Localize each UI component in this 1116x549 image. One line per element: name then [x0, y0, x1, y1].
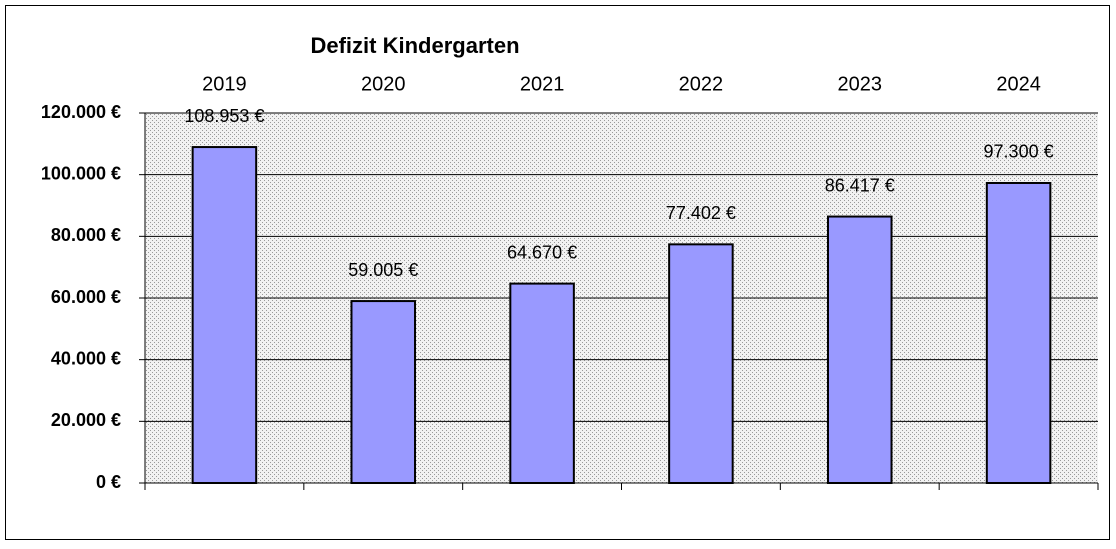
y-tick-label: 60.000 €	[51, 287, 121, 307]
bar	[350, 300, 417, 484]
x-tick-label: 2022	[679, 73, 724, 95]
bar	[668, 243, 734, 484]
data-label: 97.300 €	[984, 142, 1054, 162]
bar	[191, 146, 258, 484]
x-tick-label: 2019	[202, 73, 247, 95]
x-tick-label: 2021	[520, 73, 565, 95]
chart-title: Defizit Kindergarten	[310, 33, 519, 58]
x-tick-label: 2024	[996, 73, 1041, 95]
data-label: 86.417 €	[825, 175, 895, 195]
y-tick-label: 20.000 €	[51, 410, 121, 430]
bar	[509, 282, 575, 484]
x-tick-label: 2023	[838, 73, 883, 95]
bar	[985, 181, 1052, 484]
y-tick-label: 40.000 €	[51, 348, 121, 368]
data-label: 59.005 €	[348, 260, 418, 280]
y-tick-label: 100.000 €	[41, 163, 121, 183]
y-tick-label: 80.000 €	[51, 225, 121, 245]
y-tick-label: 0 €	[96, 472, 121, 492]
data-label: 77.402 €	[666, 203, 736, 223]
y-tick-label: 120.000 €	[41, 102, 121, 122]
x-tick-label: 2020	[361, 73, 406, 95]
data-label: 64.670 €	[507, 242, 577, 262]
data-label: 108.953 €	[184, 106, 264, 126]
bar	[826, 215, 893, 484]
